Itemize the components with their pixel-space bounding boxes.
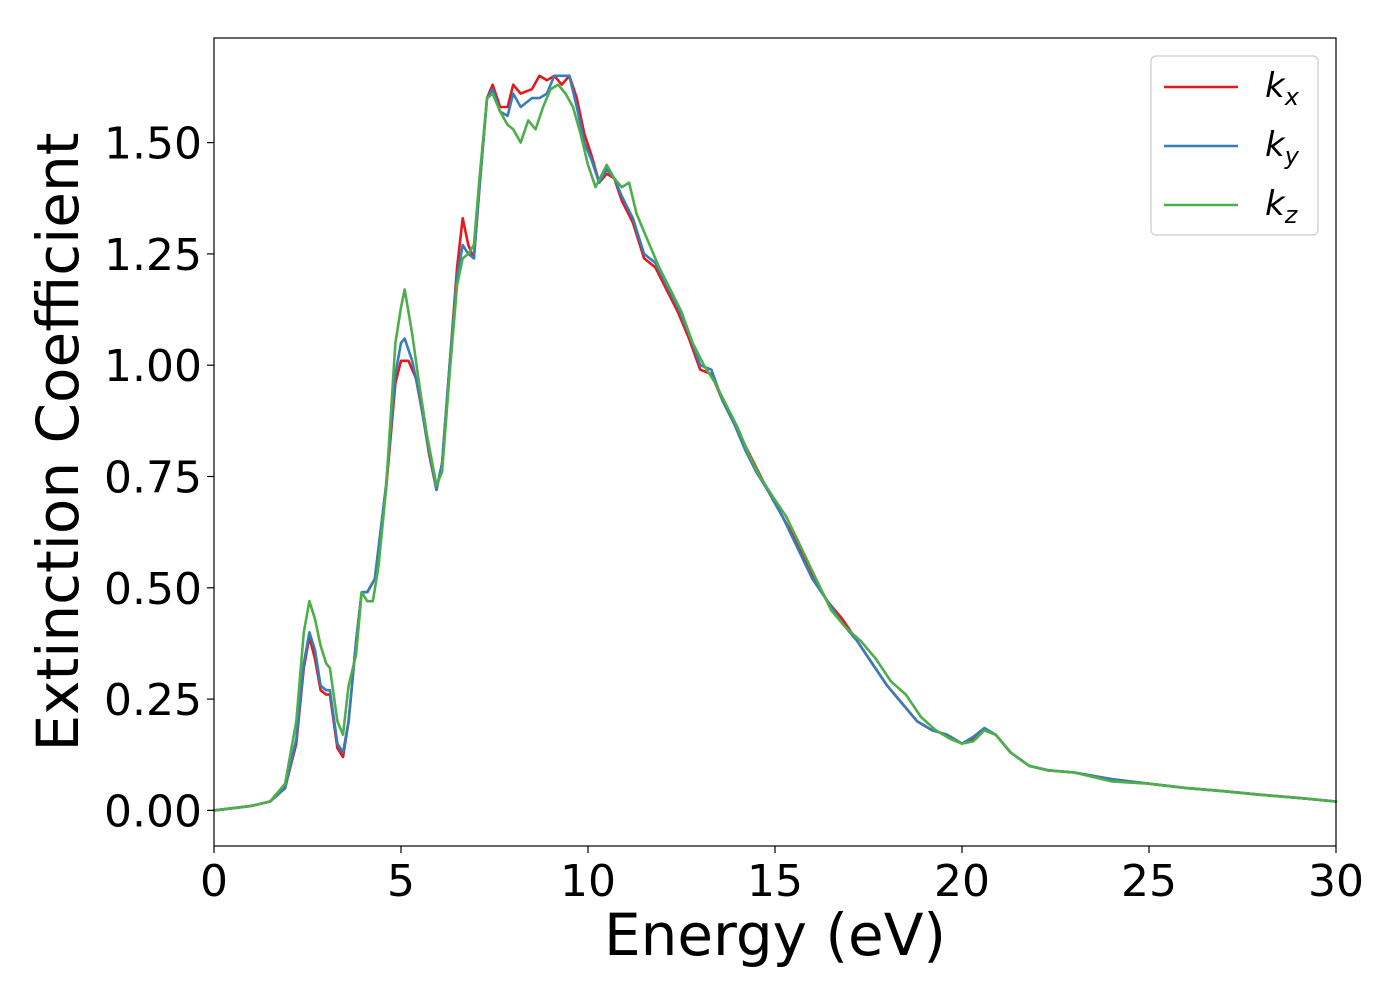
legend-label-x: kx	[1265, 66, 1300, 111]
y-tick-label: 1.25	[104, 230, 202, 281]
legend: kx ky kz	[1150, 55, 1319, 236]
plot-frame	[213, 37, 1337, 847]
y-tick-label: 0.50	[104, 564, 202, 615]
x-tick-label: 0	[200, 856, 228, 907]
x-tick-label: 5	[387, 856, 415, 907]
x-axis-ticks: 0 5 10 15 20 25 30	[200, 846, 1364, 907]
x-tick-label: 20	[934, 856, 990, 907]
x-tick-label: 15	[747, 856, 803, 907]
y-tick-label: 0.00	[104, 786, 202, 837]
series-line-z	[212, 83, 1338, 812]
x-tick-label: 30	[1308, 856, 1364, 907]
y-axis-label: Extinction Coefficient	[24, 133, 92, 752]
y-tick-label: 1.00	[104, 341, 202, 392]
x-axis-label: Energy (eV)	[604, 901, 946, 969]
y-tick-label: 1.50	[104, 119, 202, 170]
y-tick-label: 0.25	[104, 675, 202, 726]
x-tick-label: 10	[560, 856, 616, 907]
y-tick-label: 0.75	[104, 453, 202, 504]
legend-label-z: kz	[1265, 184, 1299, 229]
y-axis-ticks: 0.00 0.25 0.50 0.75 1.00 1.25 1.50	[104, 119, 214, 837]
x-tick-label: 25	[1121, 856, 1177, 907]
series-layer	[212, 74, 1338, 812]
legend-label-y: ky	[1265, 125, 1300, 170]
